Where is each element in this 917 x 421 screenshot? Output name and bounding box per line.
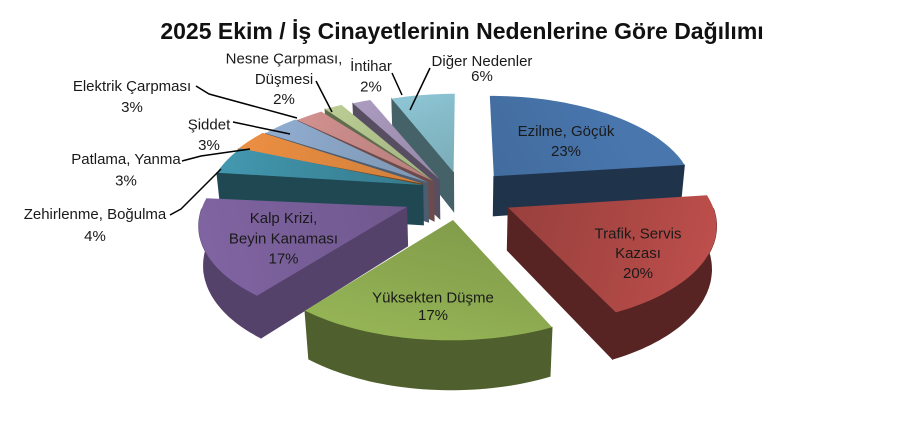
svg-text:20%: 20% <box>623 265 653 282</box>
svg-text:Trafik, Servis: Trafik, Servis <box>595 226 682 243</box>
svg-text:Kazası: Kazası <box>615 245 661 262</box>
svg-text:Şiddet: Şiddet <box>188 117 231 134</box>
svg-text:Yüksekten Düşme: Yüksekten Düşme <box>372 290 494 307</box>
svg-text:4%: 4% <box>84 228 106 245</box>
svg-text:2%: 2% <box>360 79 382 96</box>
svg-text:Kalp Krizi,: Kalp Krizi, <box>250 210 318 227</box>
svg-text:3%: 3% <box>121 99 143 116</box>
svg-text:İntihar: İntihar <box>350 57 392 75</box>
svg-text:Elektrik Çarpması: Elektrik Çarpması <box>73 78 191 95</box>
svg-text:Patlama, Yanma: Patlama, Yanma <box>71 151 181 168</box>
svg-text:23%: 23% <box>551 143 581 160</box>
svg-text:Ezilme, Göçük: Ezilme, Göçük <box>518 123 615 140</box>
svg-text:17%: 17% <box>268 251 298 268</box>
svg-text:2%: 2% <box>273 91 295 108</box>
svg-text:6%: 6% <box>471 68 493 85</box>
svg-text:17%: 17% <box>418 307 448 324</box>
svg-text:Nesne Çarpması,: Nesne Çarpması, <box>226 51 343 68</box>
svg-text:Beyin Kanaması: Beyin Kanaması <box>229 231 338 248</box>
svg-text:Düşmesi: Düşmesi <box>255 71 313 88</box>
svg-text:2025 Ekim / İş Cinayetlerinin: 2025 Ekim / İş Cinayetlerinin Nedenlerin… <box>160 18 763 44</box>
svg-text:3%: 3% <box>198 137 220 154</box>
svg-text:Diğer Nedenler: Diğer Nedenler <box>432 53 533 70</box>
svg-text:3%: 3% <box>115 173 137 190</box>
svg-text:Zehirlenme, Boğulma: Zehirlenme, Boğulma <box>24 206 167 223</box>
